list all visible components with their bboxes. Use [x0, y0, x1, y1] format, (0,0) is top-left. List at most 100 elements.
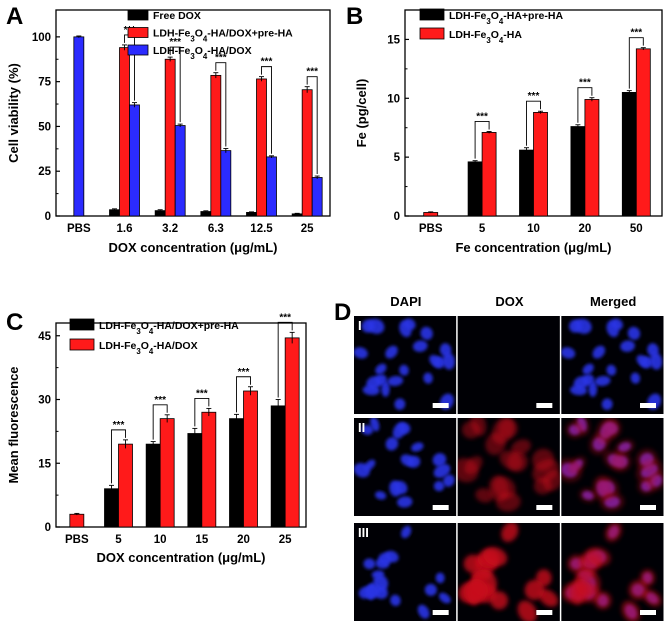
plot-frame [55, 9, 331, 217]
chart-a: 0 25 50 75 100 PBS 1.6 *** 3.2 *** 6.3 *** 12.5 *** 25… [6, 9, 331, 255]
nucleus [400, 525, 412, 539]
nucleus [364, 459, 376, 471]
nucleus [361, 319, 375, 333]
legend-swatch-2 [419, 27, 445, 40]
bar-2 [481, 132, 497, 217]
legend-swatch-1 [419, 8, 445, 21]
x-tick-label: 25 [279, 534, 292, 546]
y-axis-title: Cell viability (%) [6, 63, 21, 163]
y-tick-label: 0 [45, 211, 51, 223]
significance-label: *** [215, 53, 227, 64]
nucleus [387, 375, 404, 386]
bar-2 [301, 89, 313, 217]
significance-bracket [526, 100, 541, 146]
nucleus [354, 347, 368, 359]
bar-2 [118, 443, 133, 528]
nucleus [611, 318, 623, 330]
scale-bar [432, 505, 449, 510]
dox-signal [517, 600, 537, 621]
dox-signal [542, 470, 560, 492]
significance-label: *** [528, 91, 540, 102]
nucleus [592, 345, 606, 359]
significance-label: *** [238, 367, 250, 378]
nucleus [432, 453, 447, 467]
bar-2 [159, 418, 175, 528]
x-tick-label: PBS [419, 223, 443, 235]
nucleus [433, 480, 445, 492]
dox-signal [621, 600, 641, 621]
dox-signal [565, 421, 584, 439]
nucleus [400, 454, 415, 467]
scale-bar [536, 403, 553, 408]
bar-1 [229, 418, 244, 528]
bar-1 [187, 433, 203, 528]
nucleus [627, 326, 641, 340]
bar-2 [635, 48, 651, 217]
nucleus [381, 381, 390, 397]
scale-bar [640, 505, 656, 510]
legend-swatch-1 [127, 9, 149, 21]
x-tick-label: 3.2 [162, 223, 178, 235]
dox-signal [568, 456, 587, 474]
dox-signal [593, 591, 612, 610]
scale-bar [536, 610, 553, 615]
chart-b: 0 5 10 15 PBS 5 *** 10 *** 20 *** 50 *** LDH-Fe3O4-HA… [354, 8, 663, 255]
nucleus [438, 592, 451, 604]
nucleus [435, 572, 445, 584]
significance-bracket [236, 376, 251, 413]
x-tick-label: 1.6 [117, 223, 133, 235]
micrograph-column-title: Merged [590, 294, 636, 309]
legend-swatch-1 [69, 318, 95, 331]
bar-1 [519, 149, 534, 217]
nucleus [424, 583, 437, 596]
nucleus [403, 318, 416, 330]
nucleus [385, 345, 398, 359]
nucleus [423, 372, 433, 384]
dox-signal [463, 579, 488, 604]
bar-3 [311, 177, 323, 217]
x-axis-title: DOX concentration (μg/mL) [96, 550, 265, 565]
y-tick-label: 50 [38, 121, 51, 133]
dox-signal [578, 488, 597, 503]
nucleus [429, 354, 442, 367]
panel-label-d: D [334, 299, 351, 326]
bar-3 [266, 156, 277, 217]
nucleus [561, 347, 576, 359]
significance-bracket [577, 87, 593, 123]
panel-label-a: A [6, 3, 23, 30]
dox-signal [595, 418, 618, 444]
y-tick-label: 45 [38, 331, 51, 343]
y-tick-label: 5 [394, 152, 401, 164]
legend-label-1: LDH-Fe3O4-HA/DOX+pre-HA [99, 320, 239, 336]
micrograph-column-title: DOX [495, 294, 524, 309]
y-tick-label: 15 [38, 458, 51, 470]
dox-signal [592, 475, 613, 502]
nucleus [384, 550, 399, 563]
nucleus [394, 398, 406, 410]
legend-label-3: LDH-Fe3O4-HA/DOX [153, 45, 252, 61]
x-tick-label: 12.5 [250, 223, 273, 235]
bar-1 [109, 209, 120, 217]
bar-2 [584, 99, 600, 217]
nucleus [389, 480, 401, 497]
x-tick-label: PBS [65, 534, 89, 546]
nucleus [442, 474, 455, 487]
nucleus [411, 442, 424, 452]
micrograph-cells [561, 318, 663, 410]
nucleus [366, 376, 382, 390]
bar-1 [145, 443, 161, 528]
dox-signal [642, 589, 662, 607]
micrograph-cells [354, 418, 455, 508]
micrograph-row-label: III [358, 525, 369, 540]
legend-swatch-3 [127, 44, 149, 56]
dox-signal [501, 523, 519, 542]
bar-1 [467, 161, 483, 217]
x-tick-label: 5 [115, 534, 122, 546]
nucleus [361, 424, 374, 435]
dox-signal [492, 418, 515, 444]
nucleus [417, 604, 430, 619]
significance-label: *** [261, 57, 273, 68]
bar-3 [174, 125, 186, 217]
micrograph-cells [561, 418, 664, 512]
